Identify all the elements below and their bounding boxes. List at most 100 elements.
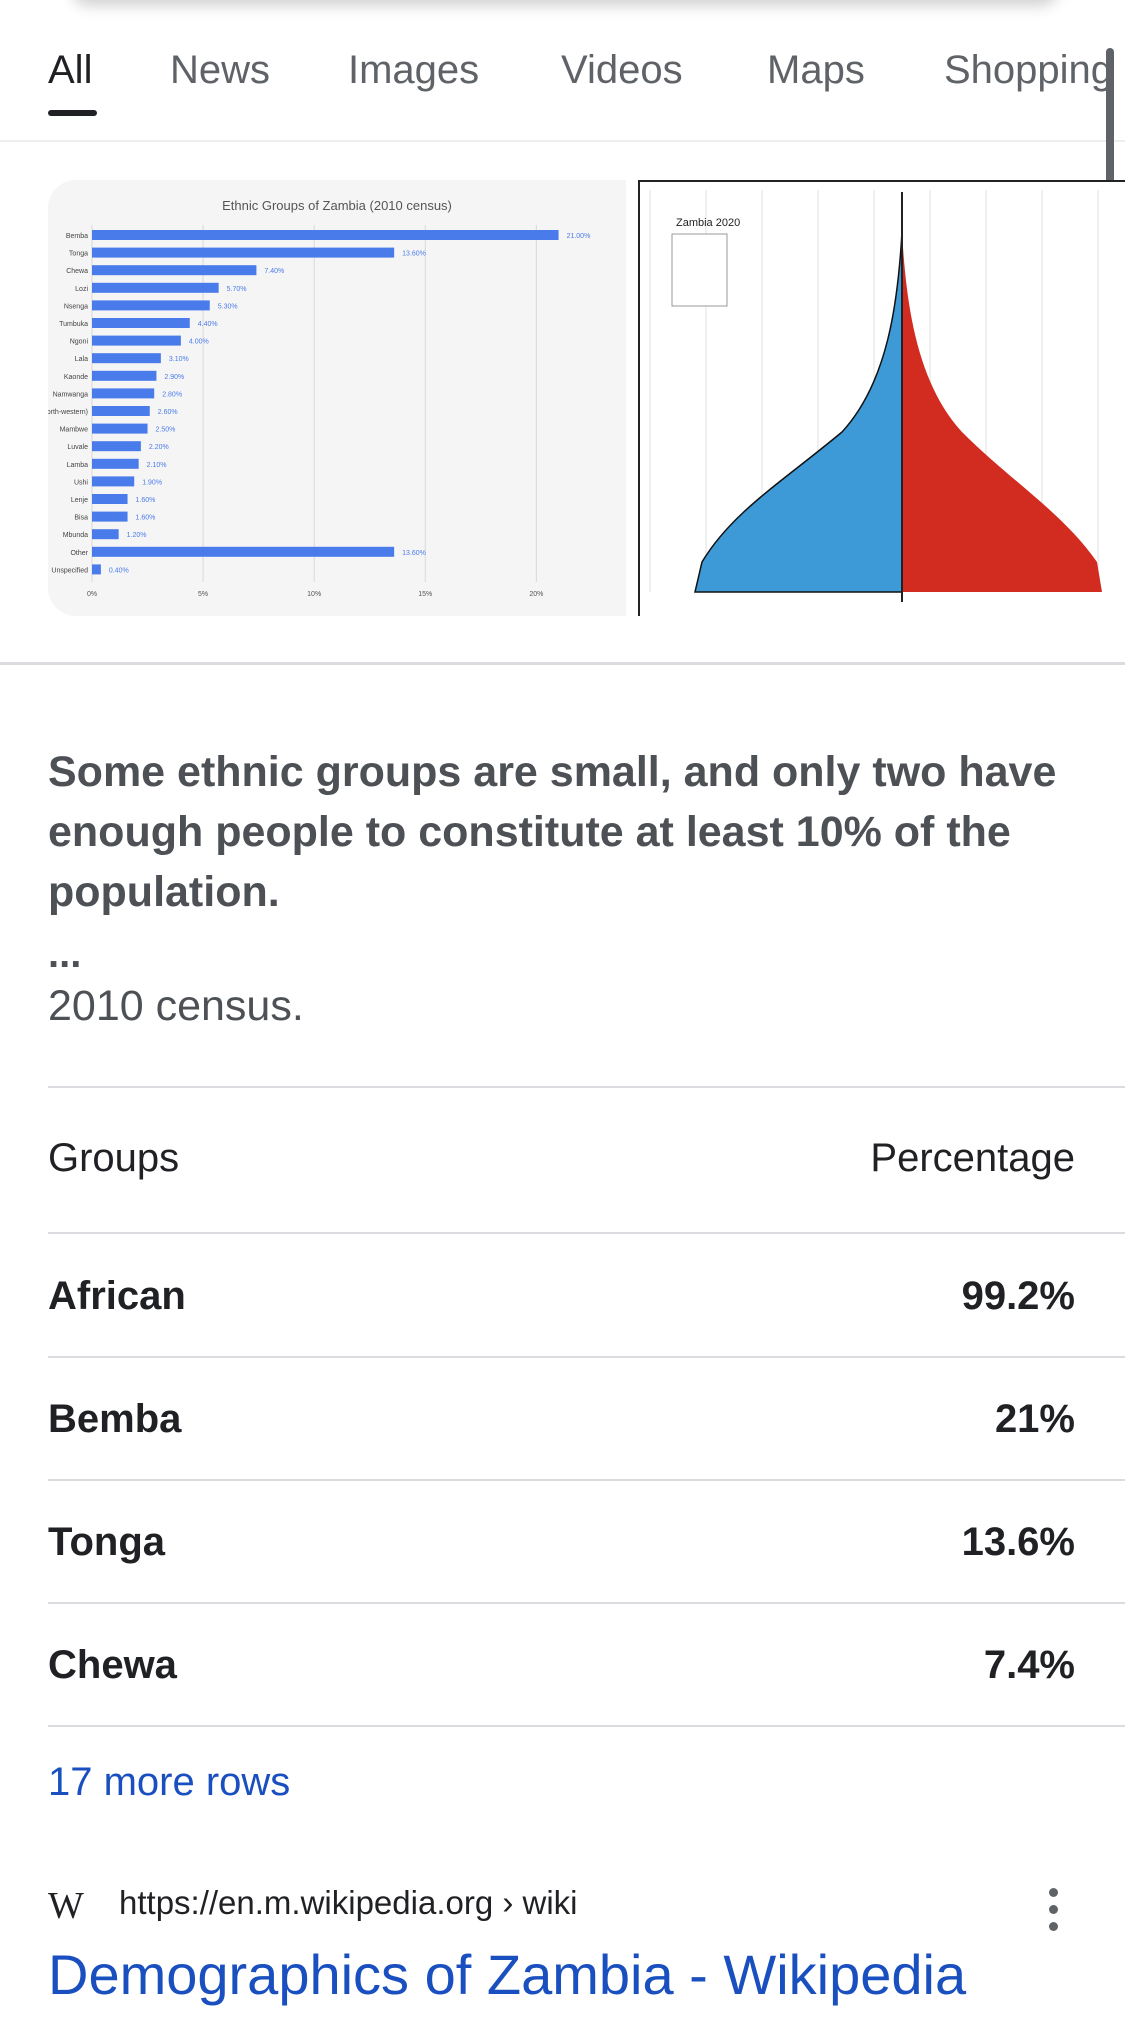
x-tick-label: 5% [198,591,208,598]
chart-bar [92,423,148,434]
chart-bar [92,458,139,469]
chart-bar [92,353,161,364]
category-label: Lala [75,356,88,363]
wikipedia-logo-icon: W [48,1885,84,1927]
category-label: Lozi [75,286,88,293]
tab-shopping[interactable]: Shopping [944,48,1114,92]
data-label: 4.00% [189,339,209,346]
chart-bar [92,511,128,522]
x-tick-label: 15% [418,591,432,598]
table-cell-percentage: 21% [994,1397,1075,1441]
data-label: 13.60% [402,251,426,258]
featured-snippet-text: Some ethnic groups are small, and only t… [48,748,1057,916]
table-divider [48,1479,1125,1481]
data-label: 2.20% [149,444,169,451]
chart-bar [92,282,219,293]
result-url[interactable]: https://en.m.wikipedia.org › wiki [119,1884,578,1921]
snippet-census-label: 2010 census. [48,982,304,1030]
data-label: 5.30% [218,303,238,310]
data-label: 4.40% [198,321,218,328]
category-label: Unspecified [51,567,88,574]
category-label: Chewa [66,268,88,275]
ethnic-groups-bar-chart: Ethnic Groups of Zambia (2010 census) 0%… [48,198,591,598]
category-label: Lunda (North-western) [48,409,88,416]
data-label: 2.10% [147,462,167,469]
table-cell-group: Chewa [48,1643,177,1687]
search-tabs: All News Images Videos Maps Shopping [0,0,1125,142]
data-label: 2.50% [156,427,176,434]
table-divider [48,1086,1125,1088]
data-label: 21.00% [567,233,591,240]
tab-videos[interactable]: Videos [561,48,683,92]
x-tick-label: 0% [87,591,97,598]
chart-bar [92,546,395,557]
chart-bar [92,300,210,311]
chart-bar [92,529,119,540]
table-divider [48,1602,1125,1604]
data-label: 5.70% [227,286,247,293]
snippet-ellipsis: ... [48,932,82,976]
more-options-icon[interactable] [1049,1888,1061,1931]
chart-bar [92,441,141,452]
table-cell-percentage: 13.6% [961,1520,1075,1564]
table-cell-percentage: 7.4% [983,1643,1075,1687]
x-tick-label: 10% [307,591,321,598]
pyramid-title: Zambia 2020 [676,217,740,229]
active-tab-indicator [48,110,97,116]
table-cell-group: African [48,1274,186,1318]
table-divider [48,1356,1125,1358]
tab-news[interactable]: News [170,48,271,92]
male-population-area [694,231,903,593]
chart-bar [92,388,155,399]
category-label: Tumbuka [59,321,88,328]
category-label: Namwanga [53,391,89,398]
x-tick-label: 20% [529,591,543,598]
category-label: Lenje [71,497,88,504]
category-label: Tonga [69,251,88,258]
chart-bar [92,335,181,346]
data-label: 3.10% [169,356,189,363]
population-pyramid-thumbnail[interactable]: Zambia 2020 [638,180,1125,616]
result-title-link[interactable]: Demographics of Zambia - Wikipedia [48,1943,967,2006]
data-label: 2.60% [158,409,178,416]
data-label: 0.40% [109,567,129,574]
table-divider [48,1232,1125,1234]
tab-maps[interactable]: Maps [767,48,865,92]
data-label: 2.90% [164,374,184,381]
category-label: Kaonde [64,374,88,381]
category-label: Bisa [74,515,88,522]
category-label: Nsenga [64,303,88,310]
category-label: Ngoni [70,339,89,346]
section-divider [0,662,1125,665]
category-label: Ushi [74,479,88,486]
chart-bar [92,494,128,504]
table-cell-group: Tonga [48,1520,166,1564]
chart-bar [92,318,190,328]
pyramid-legend [671,233,728,307]
data-label: 1.60% [136,497,156,504]
category-label: Lamba [67,462,89,469]
image-carousel[interactable]: Ethnic Groups of Zambia (2010 census) 0%… [0,180,1125,616]
ethnic-groups-chart-thumbnail[interactable]: Ethnic Groups of Zambia (2010 census) 0%… [48,180,626,616]
ethnic-chart-title: Ethnic Groups of Zambia (2010 census) [222,198,452,213]
chart-bar [92,476,135,487]
category-label: Bemba [66,233,88,240]
more-rows-link[interactable]: 17 more rows [48,1760,291,1804]
chart-bar [92,265,257,276]
data-label: 1.90% [142,479,162,486]
data-label: 7.40% [264,268,284,275]
data-label: 13.60% [402,550,426,557]
tab-all[interactable]: All [48,48,93,92]
chart-bar [92,406,150,416]
table-divider [48,1725,1125,1727]
data-label: 1.20% [127,532,147,539]
data-label: 1.60% [136,515,156,522]
column-header-groups: Groups [48,1136,180,1180]
chart-bar [92,370,157,381]
category-label: Mbunda [63,532,88,539]
tab-images[interactable]: Images [348,48,480,92]
category-label: Luvale [67,444,88,451]
data-label: 2.80% [162,391,182,398]
category-label: Other [70,550,88,557]
column-header-percentage: Percentage [870,1136,1075,1180]
